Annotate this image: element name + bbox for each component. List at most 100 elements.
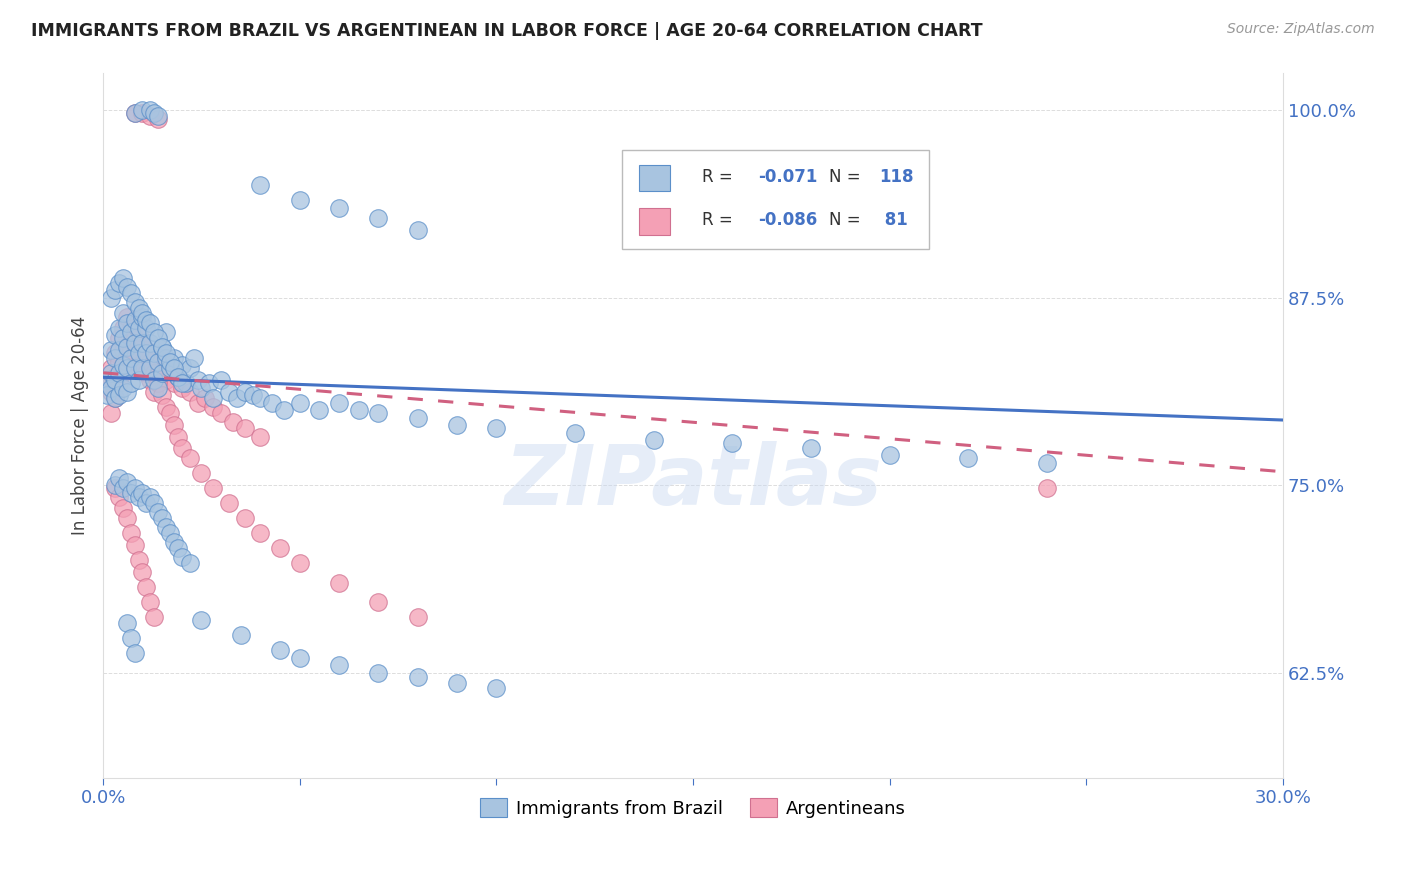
Point xyxy=(288,650,311,665)
Point xyxy=(128,361,150,376)
Point xyxy=(104,392,127,406)
Point xyxy=(96,376,118,391)
Point xyxy=(328,575,350,590)
Point xyxy=(108,490,131,504)
Point xyxy=(128,373,150,387)
Point xyxy=(485,421,508,435)
Point xyxy=(128,346,150,360)
Point xyxy=(179,451,201,466)
Point xyxy=(242,388,264,402)
Point xyxy=(155,373,177,387)
Point xyxy=(166,541,188,556)
Point xyxy=(124,106,146,120)
Point xyxy=(111,306,134,320)
Point xyxy=(183,351,205,365)
Point xyxy=(225,392,247,406)
Point xyxy=(233,511,256,525)
Point xyxy=(120,376,142,391)
Point xyxy=(186,396,208,410)
Point xyxy=(170,359,193,373)
Point xyxy=(150,511,173,525)
Point xyxy=(249,526,271,541)
Point xyxy=(179,385,201,400)
Point xyxy=(108,471,131,485)
Point xyxy=(111,321,134,335)
Point xyxy=(957,451,980,466)
Point xyxy=(120,326,142,340)
Point xyxy=(115,355,138,369)
Point xyxy=(111,343,134,358)
Point xyxy=(143,366,166,380)
Point xyxy=(131,335,153,350)
Point xyxy=(139,361,162,376)
Point xyxy=(155,346,177,360)
Point xyxy=(104,328,127,343)
Text: R =: R = xyxy=(703,168,738,186)
Point xyxy=(108,276,131,290)
Point xyxy=(135,343,157,358)
Point xyxy=(124,335,146,350)
Text: ZIPatlas: ZIPatlas xyxy=(505,442,882,522)
Point xyxy=(209,373,232,387)
Point xyxy=(1036,456,1059,470)
Point xyxy=(406,223,429,237)
Point xyxy=(120,485,142,500)
Point xyxy=(155,520,177,534)
Text: -0.086: -0.086 xyxy=(758,211,817,229)
Bar xyxy=(638,165,671,192)
Point xyxy=(128,301,150,316)
Point xyxy=(96,373,118,387)
Point xyxy=(131,361,153,376)
Point xyxy=(128,553,150,567)
Point xyxy=(367,211,389,226)
Point xyxy=(143,346,166,360)
Point xyxy=(190,381,212,395)
Point xyxy=(148,112,170,127)
Point xyxy=(233,421,256,435)
Point xyxy=(163,351,186,365)
Point xyxy=(104,481,127,495)
Point xyxy=(194,392,217,406)
Legend: Immigrants from Brazil, Argentineans: Immigrants from Brazil, Argentineans xyxy=(472,791,914,825)
Point xyxy=(120,526,142,541)
Point xyxy=(446,676,468,690)
Point xyxy=(328,658,350,673)
Point xyxy=(202,401,225,415)
Point xyxy=(124,361,146,376)
Point xyxy=(135,346,157,360)
Point xyxy=(108,388,131,402)
Point xyxy=(135,313,157,327)
Point xyxy=(155,326,177,340)
Point xyxy=(347,403,370,417)
Point xyxy=(198,376,221,391)
Point xyxy=(104,373,127,387)
Point xyxy=(139,335,162,350)
Point xyxy=(209,406,232,420)
Point xyxy=(124,355,146,369)
Point xyxy=(288,556,311,570)
Point xyxy=(249,392,271,406)
Point xyxy=(111,381,134,395)
Text: 81: 81 xyxy=(880,211,908,229)
Point xyxy=(104,351,127,365)
Point xyxy=(367,406,389,420)
Point xyxy=(100,366,122,380)
Text: N =: N = xyxy=(828,168,866,186)
Point xyxy=(104,392,127,406)
Point xyxy=(406,610,429,624)
Point xyxy=(115,385,138,400)
Point xyxy=(135,346,157,360)
Point xyxy=(148,505,170,519)
Point xyxy=(166,370,188,384)
Point xyxy=(135,321,157,335)
Point xyxy=(170,376,193,391)
Point xyxy=(150,351,173,365)
Point xyxy=(108,355,131,369)
Point xyxy=(170,441,193,455)
Point xyxy=(159,355,181,369)
Point xyxy=(190,467,212,481)
Point xyxy=(108,343,131,358)
Point xyxy=(131,106,153,120)
Point xyxy=(148,376,170,391)
Point xyxy=(148,381,170,395)
